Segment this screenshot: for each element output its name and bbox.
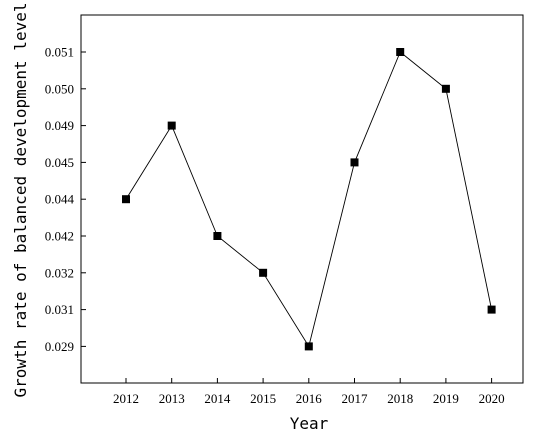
data-point-marker [350,158,359,167]
x-axis-title: Year [290,414,329,433]
data-point-marker [213,232,222,240]
data-point-marker [304,342,313,351]
y-tick-label: 0.049 [45,118,74,133]
data-point-marker [259,268,268,277]
x-axis-ticks: 2012 2013 2014 2015 2016 2017 2018 2019 2020 [113,378,505,406]
y-tick-label: 0.050 [45,81,74,96]
x-tick-label: 2017 [342,391,369,406]
data-point-marker [441,84,450,93]
y-axis-title: Growth rate of balanced development leve… [11,3,30,398]
data-point-marker [396,48,405,56]
y-tick-label: 0.029 [45,339,74,354]
x-tick-label: 2015 [250,391,276,406]
series-line [125,51,493,348]
y-tick-label: 0.044 [45,192,75,207]
y-tick-label: 0.042 [45,229,74,244]
x-tick-label: 2019 [433,391,459,406]
x-tick-label: 2012 [113,391,139,406]
x-tick-label: 2016 [296,391,323,406]
series-layer [122,48,496,351]
y-axis-ticks: 0.051 0.050 0.049 0.045 0.044 0.042 0.032 0.031… [45,45,86,354]
data-point-marker [122,195,130,204]
x-tick-label: 2013 [159,391,185,406]
x-tick-label: 2020 [479,391,505,406]
y-tick-label: 0.032 [45,265,74,280]
data-point-marker [167,121,176,130]
x-tick-label: 2014 [204,391,231,406]
y-tick-label: 0.051 [45,45,74,60]
plot-frame [80,14,524,384]
data-point-marker [487,305,496,314]
y-tick-label: 0.045 [45,155,74,170]
y-tick-label: 0.031 [45,302,74,317]
x-tick-label: 2018 [387,391,413,406]
